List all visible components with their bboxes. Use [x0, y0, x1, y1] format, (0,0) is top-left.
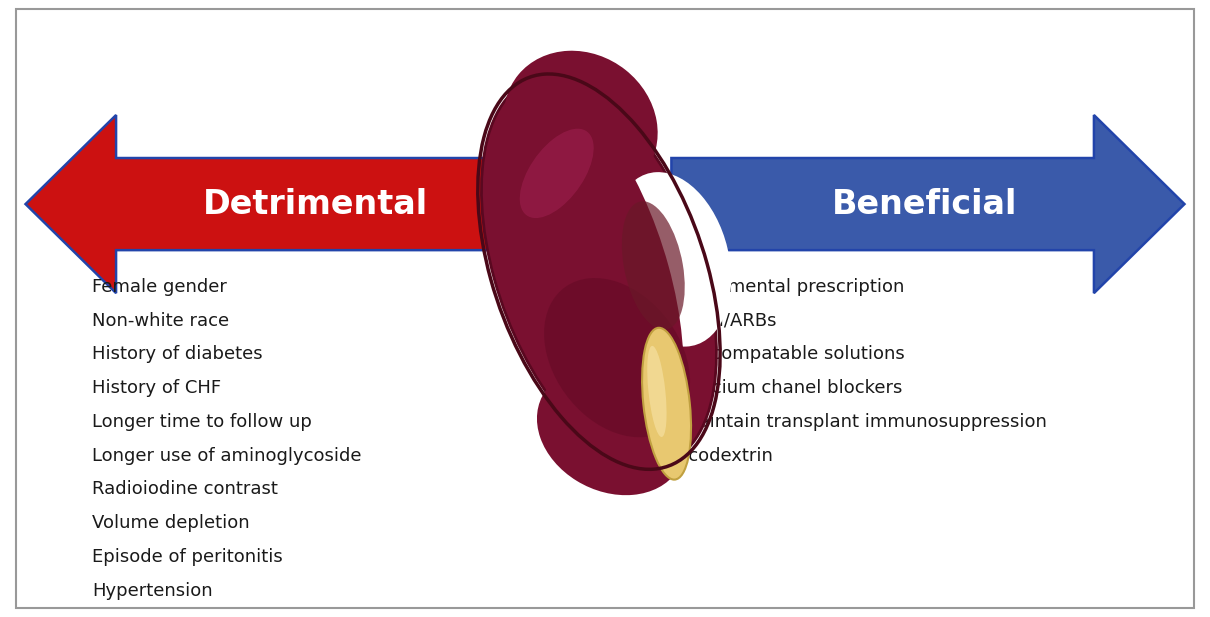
- Text: Radioiodine contrast: Radioiodine contrast: [92, 481, 278, 499]
- Text: Incremental prescription: Incremental prescription: [684, 278, 905, 296]
- Text: ACEi/ARBs: ACEi/ARBs: [684, 312, 777, 329]
- Text: Episode of peritonitis: Episode of peritonitis: [92, 548, 283, 566]
- Ellipse shape: [482, 78, 716, 466]
- Polygon shape: [25, 115, 538, 293]
- Ellipse shape: [622, 201, 685, 329]
- Ellipse shape: [643, 328, 691, 479]
- Text: Longer use of aminoglycoside: Longer use of aminoglycoside: [92, 447, 362, 465]
- Text: Icodextrin: Icodextrin: [684, 447, 773, 465]
- Text: Longer time to follow up: Longer time to follow up: [92, 413, 312, 431]
- Text: Female gender: Female gender: [92, 278, 226, 296]
- Ellipse shape: [611, 172, 731, 347]
- Text: Volume depletion: Volume depletion: [92, 514, 249, 532]
- Ellipse shape: [520, 129, 594, 218]
- Polygon shape: [672, 115, 1185, 293]
- Ellipse shape: [647, 346, 667, 437]
- Text: History of diabetes: History of diabetes: [92, 346, 263, 363]
- Text: Hypertension: Hypertension: [92, 582, 213, 600]
- Ellipse shape: [544, 278, 690, 437]
- Ellipse shape: [505, 51, 658, 197]
- Text: Calcium chanel blockers: Calcium chanel blockers: [684, 379, 903, 397]
- Ellipse shape: [490, 85, 684, 459]
- Ellipse shape: [537, 368, 685, 495]
- Text: History of CHF: History of CHF: [92, 379, 221, 397]
- Text: Beneficial: Beneficial: [832, 188, 1018, 221]
- Text: Detrimental: Detrimental: [203, 188, 428, 221]
- Text: Maintain transplant immunosuppression: Maintain transplant immunosuppression: [684, 413, 1048, 431]
- Text: Biocompatable solutions: Biocompatable solutions: [684, 346, 905, 363]
- Text: Non-white race: Non-white race: [92, 312, 229, 329]
